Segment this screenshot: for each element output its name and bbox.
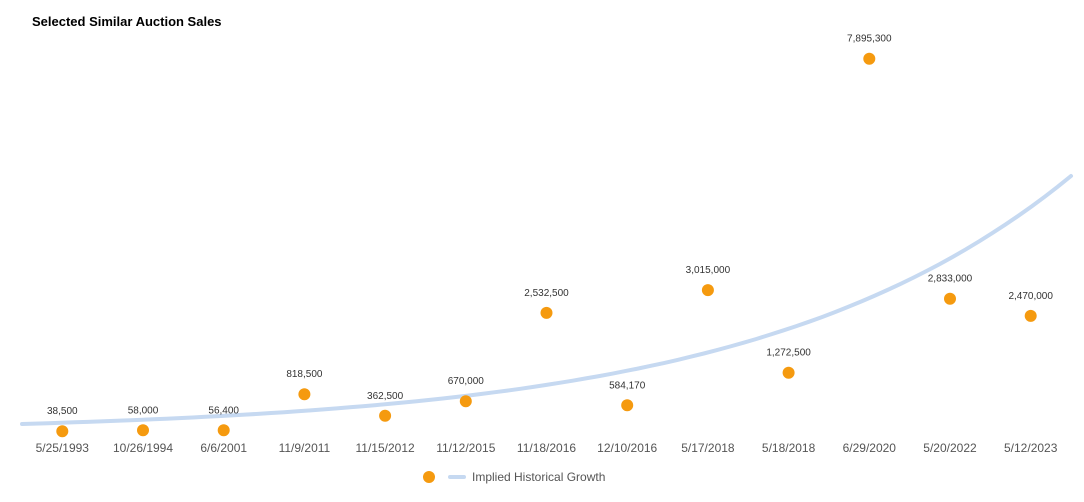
- data-label: 362,500: [367, 391, 404, 402]
- data-label: 584,170: [609, 380, 646, 391]
- data-point[interactable]: [1024, 309, 1037, 322]
- x-tick-label: 11/15/2012: [356, 441, 415, 455]
- legend: Implied Historical Growth: [423, 470, 605, 484]
- data-point[interactable]: [459, 395, 472, 408]
- data-point[interactable]: [298, 388, 311, 401]
- data-label: 3,015,000: [686, 265, 731, 276]
- data-point[interactable]: [621, 399, 634, 412]
- x-tick-label: 5/18/2018: [762, 441, 816, 455]
- data-label: 7,895,300: [847, 34, 892, 45]
- data-label: 2,833,000: [928, 274, 973, 285]
- trend-line: [20, 174, 1073, 426]
- chart-title: Selected Similar Auction Sales: [32, 14, 222, 29]
- labels-layer: 38,500 58,000 56,400 818,500 362,500 670,000 2…: [47, 34, 1053, 418]
- data-point[interactable]: [379, 409, 392, 422]
- data-label: 2,470,000: [1008, 291, 1053, 302]
- data-label: 38,500: [47, 406, 78, 417]
- legend-label-trend: Implied Historical Growth: [472, 470, 605, 484]
- data-point[interactable]: [217, 424, 230, 437]
- x-tick-label: 11/9/2011: [279, 441, 331, 455]
- points-layer: [56, 52, 1037, 438]
- x-tick-label: 5/17/2018: [681, 441, 735, 455]
- x-tick-label: 11/18/2016: [517, 441, 576, 455]
- data-label: 2,532,500: [524, 288, 569, 299]
- x-tick-label: 5/25/1993: [36, 441, 90, 455]
- data-point[interactable]: [863, 52, 876, 65]
- data-point[interactable]: [944, 292, 956, 305]
- data-point[interactable]: [56, 425, 69, 438]
- data-point[interactable]: [137, 424, 149, 437]
- data-point[interactable]: [701, 284, 714, 297]
- x-tick-label: 6/29/2020: [843, 441, 897, 455]
- data-label: 818,500: [286, 369, 323, 380]
- legend-marker-sales: [423, 471, 435, 483]
- x-tick-label: 5/12/2023: [1004, 441, 1058, 455]
- x-tick-label: 6/6/2001: [200, 441, 247, 455]
- x-tick-label: 10/26/1994: [113, 441, 173, 455]
- data-label: 58,000: [128, 405, 159, 416]
- data-point[interactable]: [782, 366, 795, 379]
- data-point[interactable]: [540, 306, 553, 319]
- data-label: 56,400: [208, 405, 239, 416]
- trend-layer: [20, 174, 1073, 426]
- x-tick-label: 11/12/2015: [436, 441, 495, 455]
- data-label: 670,000: [448, 376, 485, 387]
- x-axis: 5/25/1993 10/26/1994 6/6/2001 11/9/2011 11/1…: [36, 441, 1058, 455]
- x-tick-label: 12/10/2016: [597, 441, 657, 455]
- x-tick-label: 5/20/2022: [923, 441, 977, 455]
- data-label: 1,272,500: [766, 348, 811, 359]
